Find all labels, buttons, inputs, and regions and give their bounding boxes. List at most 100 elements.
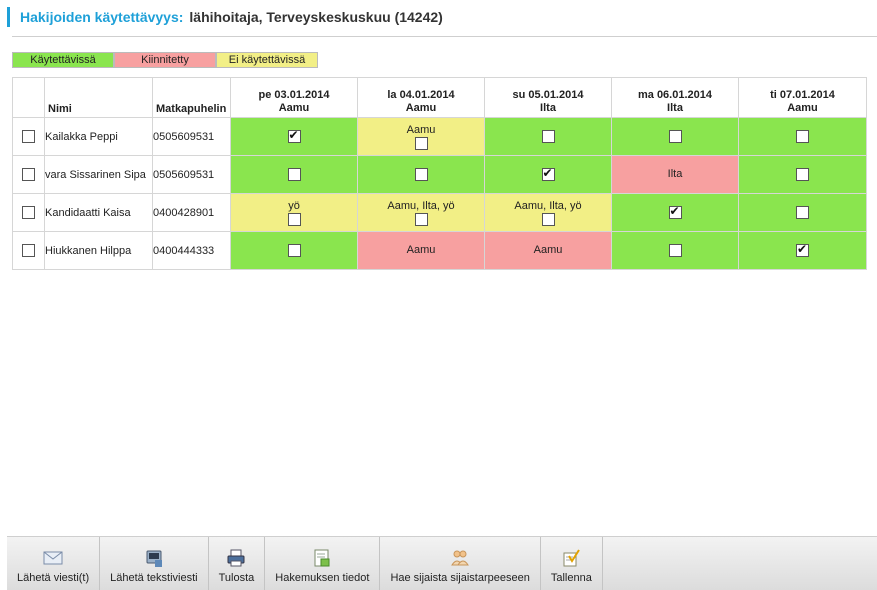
phone-icon xyxy=(144,548,164,568)
day-date: ma 06.01.2014 xyxy=(637,89,712,101)
shift-checkbox[interactable] xyxy=(668,244,682,257)
applicant-phone: 0505609531 xyxy=(152,117,231,156)
day-date: su 05.01.2014 xyxy=(512,89,584,101)
toolbar-button[interactable]: Tallenna xyxy=(541,537,603,590)
status-legend: Käytettävissä Kiinnitetty Ei käytettävis… xyxy=(12,52,318,68)
availability-cell xyxy=(230,231,358,270)
day-date: ti 07.01.2014 xyxy=(770,89,835,101)
availability-cell xyxy=(738,193,867,232)
day-shift: Aamu xyxy=(405,102,437,114)
availability-cell: Aamu xyxy=(484,231,612,270)
toolbar-button[interactable]: Lähetä tekstiviesti xyxy=(100,537,209,590)
row-select-cell xyxy=(12,155,45,194)
day-shift: Aamu xyxy=(278,102,310,114)
row-select-cell xyxy=(12,193,45,232)
shift-checkbox[interactable] xyxy=(541,130,555,143)
name-column-header: Nimi xyxy=(44,77,153,118)
shift-checkbox[interactable] xyxy=(796,130,809,143)
phone-column-header: Matkapuhelin xyxy=(152,77,231,118)
availability-cell: Ilta xyxy=(611,155,739,194)
document-icon xyxy=(312,548,332,568)
applicant-name: Hiukkanen Hilppa xyxy=(44,231,153,270)
envelope-icon xyxy=(43,548,63,568)
shift-checkbox[interactable] xyxy=(668,130,682,143)
toolbar-button-label: Lähetä viesti(t) xyxy=(17,572,90,584)
shift-checkbox[interactable] xyxy=(287,212,301,226)
toolbar-button[interactable]: Hakemuksen tiedot xyxy=(265,537,381,590)
toolbar-button-label: Lähetä tekstiviesti xyxy=(110,572,198,584)
day-column-header: la 04.01.2014 Aamu xyxy=(357,77,485,118)
availability-cell xyxy=(738,231,867,270)
toolbar-button-label: Hakemuksen tiedot xyxy=(275,572,370,584)
availability-cell: Aamu xyxy=(357,231,485,270)
row-select-checkbox[interactable] xyxy=(22,168,35,181)
toolbar-button-label: Tulosta xyxy=(218,572,255,584)
availability-cell: Aamu, Ilta, yö xyxy=(357,193,485,232)
availability-text: Aamu, Ilta, yö xyxy=(387,199,455,212)
applicant-name: vara Sissarinen Sipa xyxy=(44,155,153,194)
toolbar-button[interactable]: Lähetä viesti(t) xyxy=(7,537,101,590)
action-toolbar: Lähetä viesti(t) Lähetä tekstiviesti Tulos… xyxy=(7,536,877,590)
shift-checkbox[interactable] xyxy=(287,244,301,257)
availability-cell xyxy=(611,193,739,232)
header-divider xyxy=(12,36,877,37)
row-select-cell xyxy=(12,231,45,270)
availability-cell: Aamu xyxy=(357,117,485,156)
day-column-header: ma 06.01.2014 Ilta xyxy=(611,77,739,118)
availability-cell: Aamu, Ilta, yö xyxy=(484,193,612,232)
availability-cell xyxy=(611,231,739,270)
row-select-checkbox[interactable] xyxy=(22,206,35,219)
toolbar-button-label: Tallenna xyxy=(550,572,592,584)
row-select-checkbox[interactable] xyxy=(22,244,35,257)
shift-checkbox[interactable] xyxy=(541,166,555,181)
availability-text: Ilta xyxy=(667,168,683,180)
table-header-row: Nimi Matkapuhelin pe 03.01.2014 Aamu la 0… xyxy=(12,77,867,118)
availability-text: Aamu xyxy=(533,244,563,256)
day-date: la 04.01.2014 xyxy=(387,89,455,101)
availability-cell xyxy=(611,117,739,156)
day-shift: Ilta xyxy=(667,102,683,114)
shift-checkbox[interactable] xyxy=(668,204,682,219)
shift-checkbox[interactable] xyxy=(414,212,428,226)
availability-cell xyxy=(357,155,485,194)
availability-cell xyxy=(738,117,867,156)
availability-text: yö xyxy=(288,199,300,212)
table-row: Hiukkanen Hilppa 0400444333 Aamu Aamu xyxy=(12,231,867,270)
availability-text: Aamu xyxy=(406,244,436,256)
printer-icon xyxy=(226,548,246,568)
toolbar-button[interactable]: Hae sijaista sijaistarpeeseen xyxy=(380,537,541,590)
shift-checkbox[interactable] xyxy=(541,212,555,226)
availability-cell xyxy=(230,155,358,194)
row-select-cell xyxy=(12,117,45,156)
shift-checkbox[interactable] xyxy=(414,168,428,181)
day-column-header: su 05.01.2014 Ilta xyxy=(484,77,612,118)
legend-unavailable: Ei käytettävissä xyxy=(216,52,318,68)
shift-checkbox[interactable] xyxy=(414,136,428,150)
availability-cell xyxy=(738,155,867,194)
shift-checkbox[interactable] xyxy=(287,168,301,181)
legend-available: Käytettävissä xyxy=(12,52,114,68)
availability-cell xyxy=(230,117,358,156)
applicant-name: Kailakka Peppi xyxy=(44,117,153,156)
availability-cell xyxy=(484,117,612,156)
row-select-checkbox[interactable] xyxy=(22,130,35,143)
shift-checkbox[interactable] xyxy=(287,128,301,143)
name-header-label: Nimi xyxy=(48,103,72,115)
shift-checkbox[interactable] xyxy=(796,206,809,219)
applicant-phone: 0505609531 xyxy=(152,155,231,194)
page-title-value: lähihoitaja, Terveyskeskuskuu (14242) xyxy=(189,9,443,25)
availability-text: Aamu, Ilta, yö xyxy=(514,199,582,212)
toolbar-button-label: Hae sijaista sijaistarpeeseen xyxy=(390,572,530,584)
page-header: Hakijoiden käytettävyys: lähihoitaja, Te… xyxy=(7,6,443,28)
availability-cell xyxy=(484,155,612,194)
shift-checkbox[interactable] xyxy=(796,242,809,257)
phone-header-label: Matkapuhelin xyxy=(156,103,227,115)
shift-checkbox[interactable] xyxy=(796,168,809,181)
select-column-header xyxy=(12,77,45,118)
toolbar-button[interactable]: Tulosta xyxy=(209,537,266,590)
applicant-name: Kandidaatti Kaisa xyxy=(44,193,153,232)
day-column-header: pe 03.01.2014 Aamu xyxy=(230,77,358,118)
applicant-phone: 0400428901 xyxy=(152,193,231,232)
